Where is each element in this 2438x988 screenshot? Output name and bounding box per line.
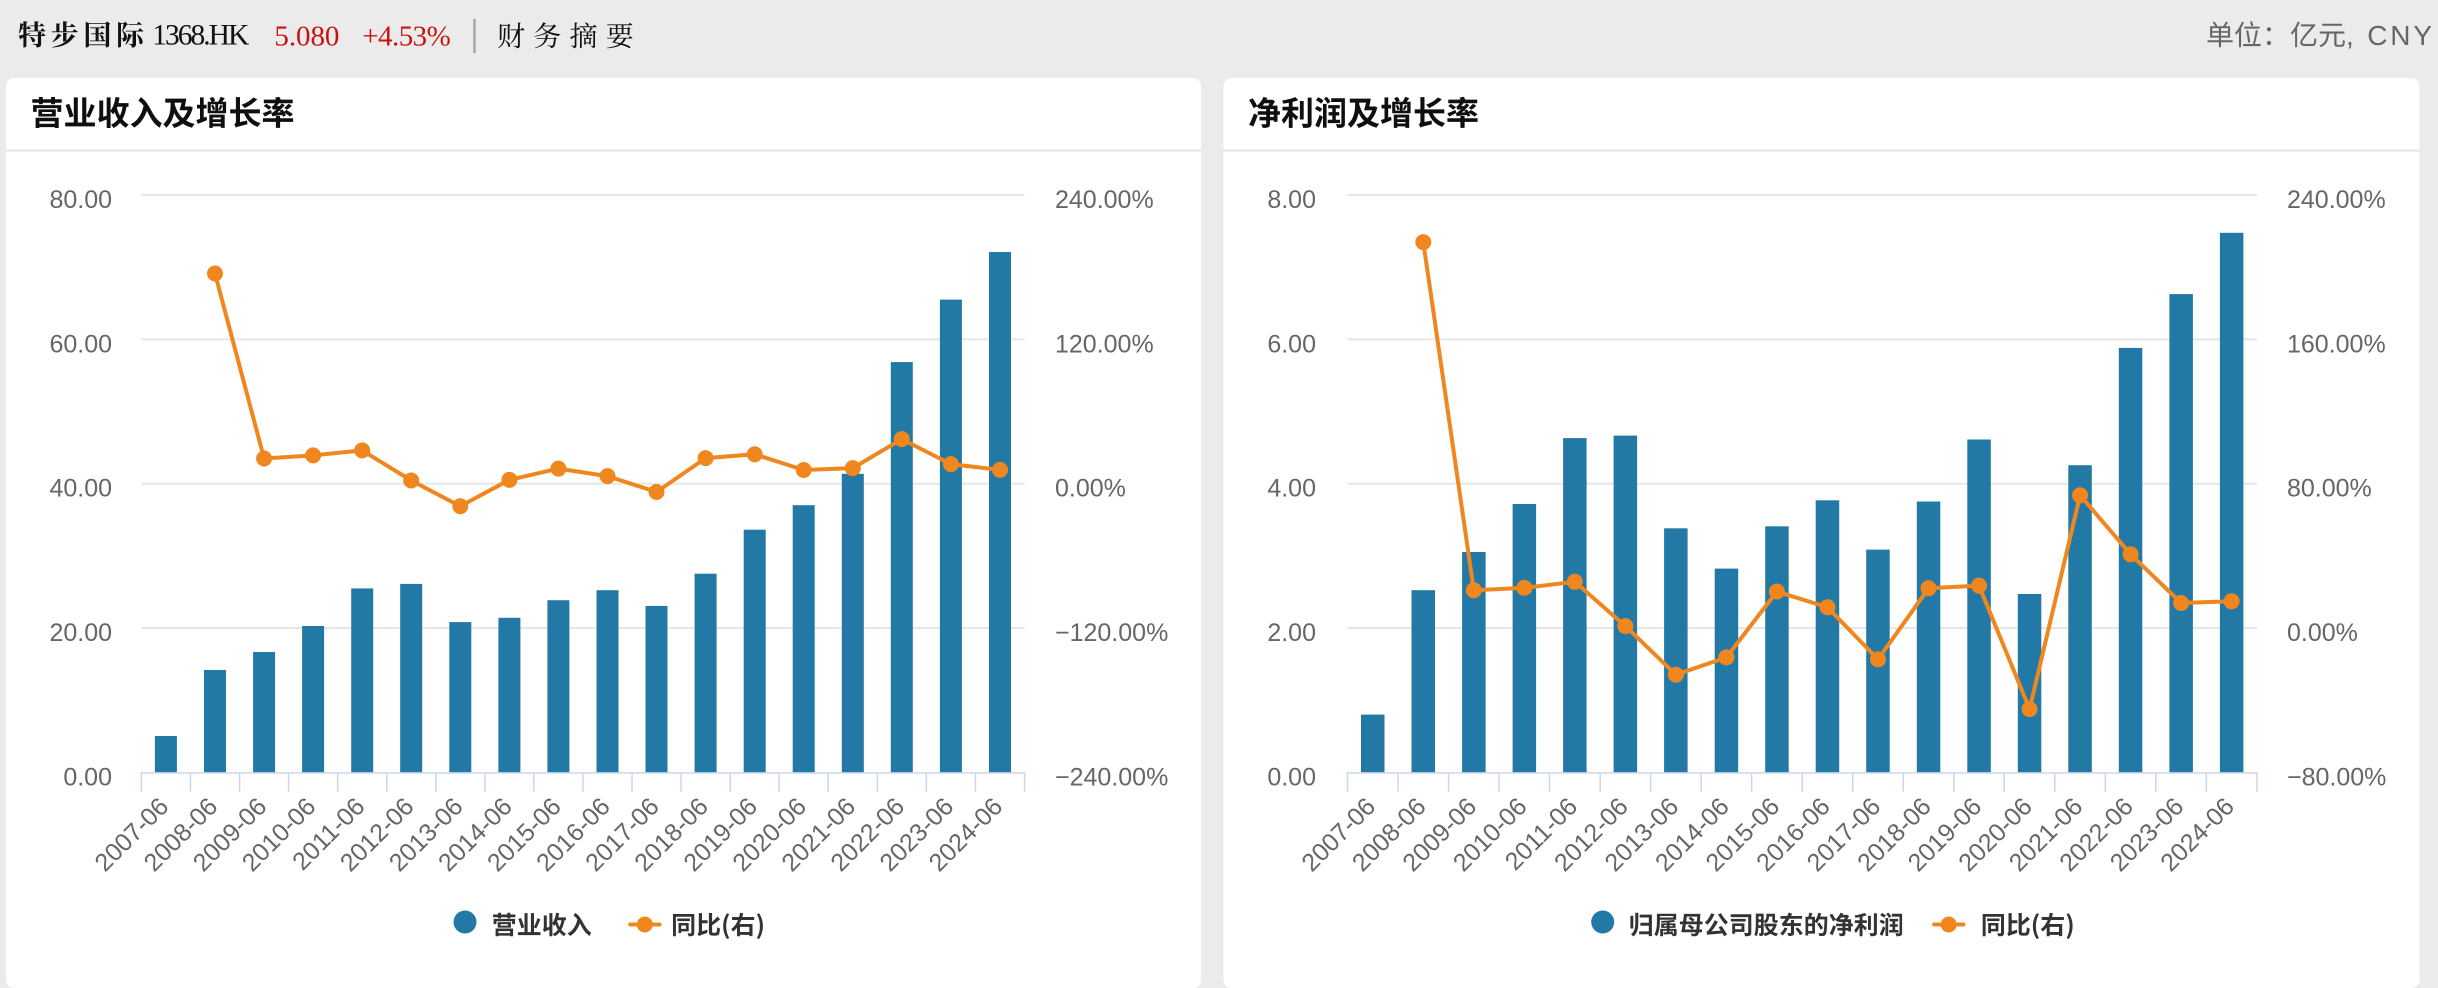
svg-text:0.00%: 0.00%	[2287, 619, 2358, 647]
svg-text:240.00%: 240.00%	[2287, 186, 2386, 214]
svg-text:2.00: 2.00	[1267, 619, 1316, 647]
svg-text:160.00%: 160.00%	[2287, 330, 2386, 358]
svg-text:−240.00%: −240.00%	[1055, 764, 1168, 792]
svg-text:1368.HK: 1368.HK	[152, 20, 249, 52]
svg-text:60.00: 60.00	[49, 330, 112, 358]
svg-text:80.00: 80.00	[49, 186, 112, 214]
svg-text:−80.00%: −80.00%	[2287, 764, 2386, 792]
svg-text:80.00%: 80.00%	[2287, 475, 2372, 503]
svg-text:0.00: 0.00	[63, 764, 112, 792]
svg-text:0.00: 0.00	[1267, 764, 1316, 792]
svg-text:20.00: 20.00	[49, 619, 112, 647]
svg-text:6.00: 6.00	[1267, 330, 1316, 358]
svg-text:40.00: 40.00	[49, 475, 112, 503]
svg-text:4.00: 4.00	[1267, 475, 1316, 503]
svg-text:120.00%: 120.00%	[1055, 330, 1154, 358]
svg-text:8.00: 8.00	[1267, 186, 1316, 214]
svg-text:−120.00%: −120.00%	[1055, 619, 1168, 647]
svg-text:0.00%: 0.00%	[1055, 475, 1126, 503]
svg-text:240.00%: 240.00%	[1055, 186, 1154, 214]
svg-text:5.080: 5.080	[274, 21, 339, 53]
svg-text:+4.53%: +4.53%	[362, 21, 451, 53]
